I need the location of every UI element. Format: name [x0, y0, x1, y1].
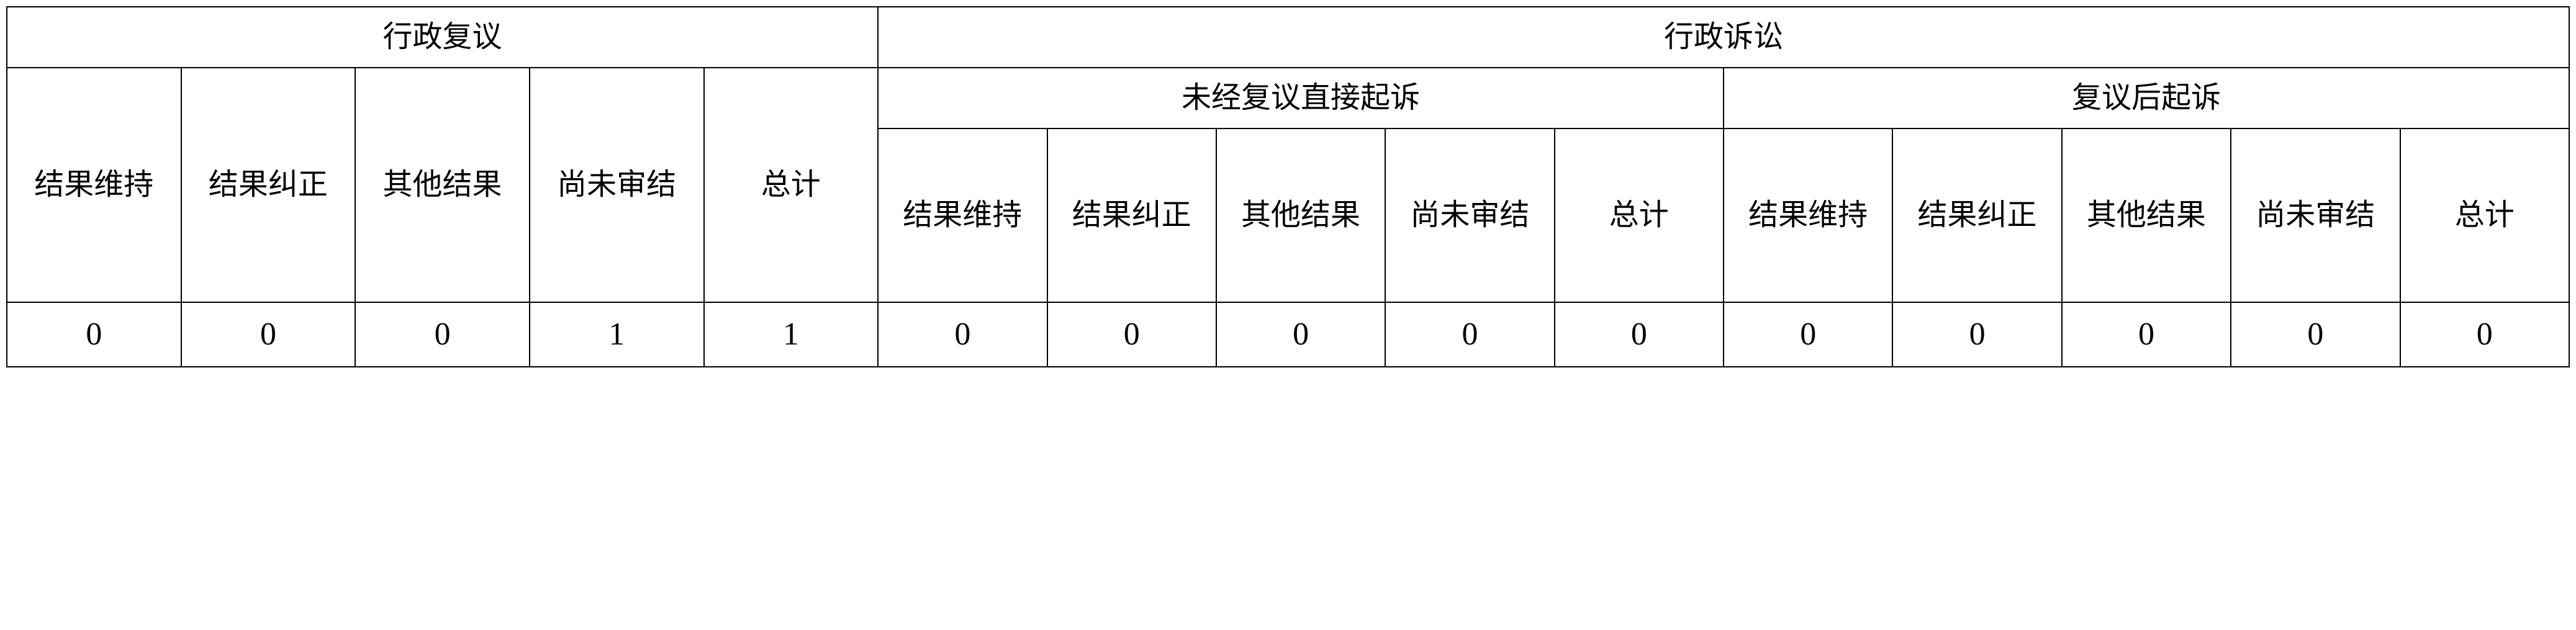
- cell-review-other: 0: [355, 302, 530, 367]
- col-after-total: 总计: [2400, 128, 2570, 302]
- col-after-pending: 尚未审结: [2231, 128, 2400, 302]
- header-row-2: 结果维持 结果纠正 其他结果 尚未审结 总计 未经复议直接起诉 复议后起诉: [7, 68, 2569, 128]
- col-review-result-correct: 结果纠正: [181, 68, 356, 302]
- col-review-other-result: 其他结果: [355, 68, 530, 302]
- header-admin-review: 行政复议: [7, 7, 878, 68]
- cell-review-correct: 0: [181, 302, 356, 367]
- col-direct-result-correct: 结果纠正: [1047, 128, 1216, 302]
- col-after-result-correct: 结果纠正: [1892, 128, 2061, 302]
- header-row-1: 行政复议 行政诉讼: [7, 7, 2569, 68]
- data-row: 0 0 0 1 1 0 0 0 0 0 0 0 0 0 0: [7, 302, 2569, 367]
- col-review-result-uphold: 结果维持: [7, 68, 181, 302]
- cell-after-correct: 0: [1892, 302, 2061, 367]
- col-direct-result-uphold: 结果维持: [878, 128, 1047, 302]
- cell-review-uphold: 0: [7, 302, 181, 367]
- cell-after-uphold: 0: [1724, 302, 1892, 367]
- cell-direct-correct: 0: [1047, 302, 1216, 367]
- col-review-total: 总计: [704, 68, 879, 302]
- col-direct-other-result: 其他结果: [1216, 128, 1385, 302]
- header-admin-litigation: 行政诉讼: [878, 7, 2569, 68]
- col-direct-total: 总计: [1555, 128, 1724, 302]
- cell-review-total: 1: [704, 302, 879, 367]
- cell-direct-uphold: 0: [878, 302, 1047, 367]
- col-after-other-result: 其他结果: [2062, 128, 2231, 302]
- subheader-direct-suit: 未经复议直接起诉: [878, 68, 1724, 128]
- admin-review-litigation-table: 行政复议 行政诉讼 结果维持 结果纠正 其他结果 尚未审结 总计 未经复议直接起…: [6, 6, 2570, 367]
- cell-review-pending: 1: [530, 302, 704, 367]
- cell-after-pending: 0: [2231, 302, 2400, 367]
- col-direct-pending: 尚未审结: [1385, 128, 1554, 302]
- col-review-pending: 尚未审结: [530, 68, 704, 302]
- cell-after-total: 0: [2400, 302, 2570, 367]
- cell-direct-total: 0: [1555, 302, 1724, 367]
- col-after-result-uphold: 结果维持: [1724, 128, 1892, 302]
- cell-direct-pending: 0: [1385, 302, 1554, 367]
- cell-direct-other: 0: [1216, 302, 1385, 367]
- subheader-after-review-suit: 复议后起诉: [1724, 68, 2569, 128]
- cell-after-other: 0: [2062, 302, 2231, 367]
